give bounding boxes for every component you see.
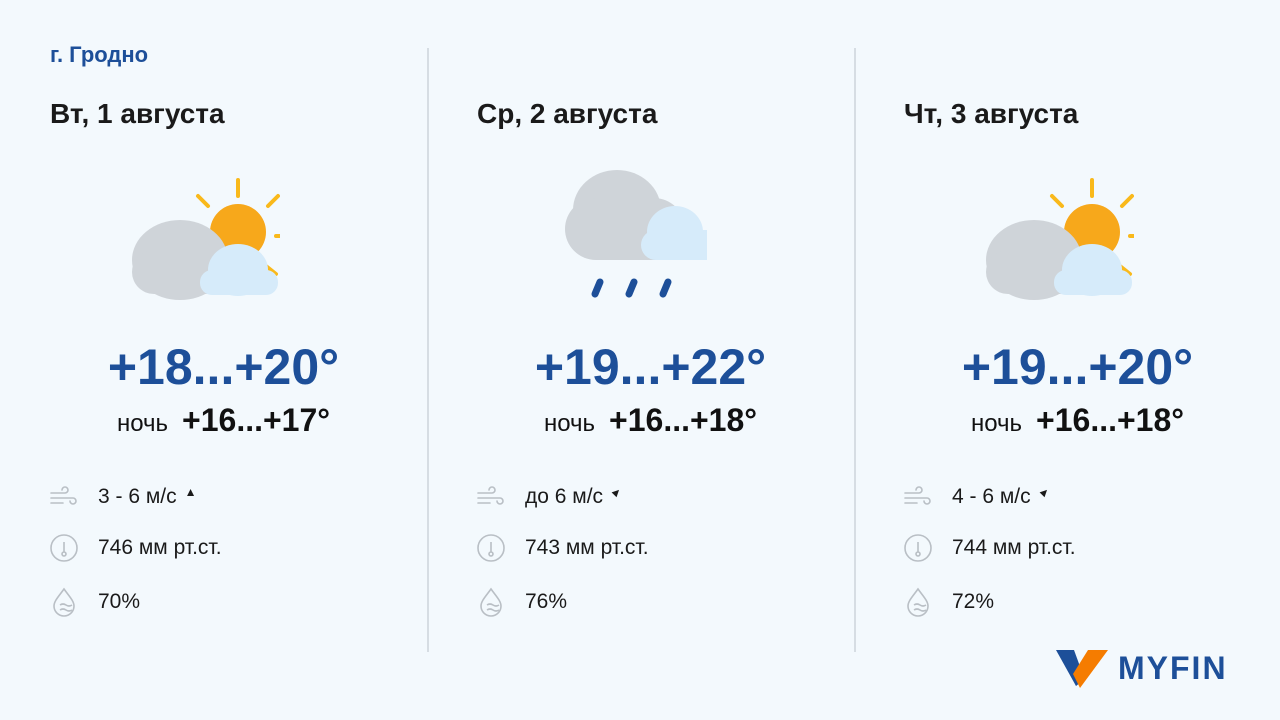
night-temperature-row: ночь +16...+17°: [0, 402, 427, 439]
wind-speed: 3 - 6 м/с: [98, 485, 177, 508]
wind-direction-icon: ▲: [607, 482, 627, 502]
rain-cloud-icon: [565, 170, 707, 298]
day-column: Ср, 2 августа +19...+22° ночь +16...+18° …: [427, 0, 854, 720]
humidity-icon: [53, 587, 75, 617]
pressure-value: 746 мм рт.ст.: [98, 536, 222, 559]
pressure-row: 744 мм рт.ст.: [902, 532, 1076, 564]
wind-direction-icon: ▲: [1035, 482, 1054, 502]
night-label: ночь: [543, 410, 596, 437]
divider: [854, 48, 856, 652]
humidity-icon: [480, 587, 502, 617]
day-date: Чт, 3 августа: [904, 98, 1079, 129]
day-temperature: +19...+20°: [961, 339, 1194, 395]
day-date: Ср, 2 августа: [477, 98, 658, 129]
night-temperature: +16...+17°: [182, 402, 331, 438]
barometer-icon: [477, 534, 505, 562]
humidity-row: 72%: [902, 586, 994, 618]
day-column: Вт, 1 августа +18...+20° ночь +16...+17° …: [0, 0, 427, 720]
night-label: ночь: [970, 410, 1023, 437]
wind-row: 3 - 6 м/с ▲: [48, 481, 197, 513]
partly-cloudy-icon: [132, 178, 280, 300]
pressure-row: 746 мм рт.ст.: [48, 532, 222, 564]
day-temperature: +19...+22°: [534, 339, 767, 395]
logo-mark-icon: [1056, 650, 1108, 688]
wind-speed: до 6 м/с: [525, 485, 604, 508]
night-temperature-row: ночь +16...+18°: [427, 402, 854, 439]
day-column: Чт, 3 августа +19...+20° ночь +16...+18° …: [854, 0, 1280, 720]
barometer-icon: [904, 534, 932, 562]
humidity-row: 70%: [48, 586, 140, 618]
logo-text: MYFIN: [1118, 649, 1228, 686]
night-temperature: +16...+18°: [609, 402, 758, 438]
wind-icon: [904, 486, 931, 505]
myfin-logo: MYFIN: [1056, 648, 1228, 688]
divider: [427, 48, 429, 652]
humidity-row: 76%: [475, 586, 567, 618]
wind-direction-icon: ▲: [184, 485, 197, 499]
humidity-value: 72%: [952, 590, 995, 613]
humidity-value: 70%: [98, 590, 141, 613]
day-temperature: +18...+20°: [107, 339, 340, 395]
city-label: г. Гродно: [50, 42, 149, 67]
day-date: Вт, 1 августа: [50, 98, 225, 129]
wind-row: до 6 м/с ▲: [475, 481, 627, 513]
wind-icon: [50, 486, 77, 505]
humidity-value: 76%: [525, 590, 568, 613]
pressure-value: 743 мм рт.ст.: [525, 536, 649, 559]
wind-icon: [477, 486, 504, 505]
wind-row: 4 - 6 м/с ▲: [902, 481, 1054, 513]
wind-speed: 4 - 6 м/с: [952, 485, 1031, 508]
night-label: ночь: [116, 410, 169, 437]
night-temperature-row: ночь +16...+18°: [854, 402, 1280, 439]
pressure-row: 743 мм рт.ст.: [475, 532, 649, 564]
partly-cloudy-icon: [986, 178, 1134, 300]
barometer-icon: [50, 534, 78, 562]
pressure-value: 744 мм рт.ст.: [952, 536, 1076, 559]
night-temperature: +16...+18°: [1036, 402, 1185, 438]
humidity-icon: [907, 587, 929, 617]
